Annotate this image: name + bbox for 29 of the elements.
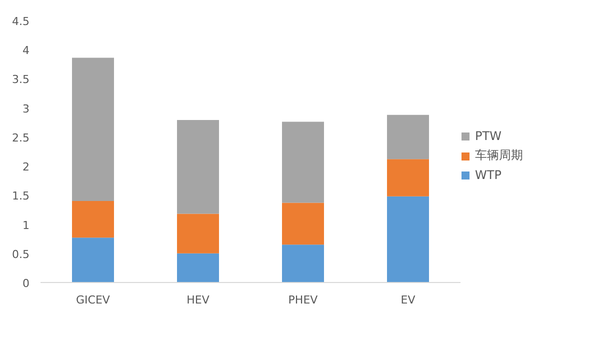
legend-label: WTP — [475, 168, 502, 182]
y-tick-label: 1.5 — [12, 190, 30, 203]
y-tick-label: 2.5 — [12, 131, 30, 144]
bar — [282, 202, 324, 245]
x-tick-label: GICEV — [76, 294, 110, 306]
y-tick-label: 2 — [22, 160, 30, 174]
y-tick-label: 4 — [22, 44, 30, 58]
y-tick-label: 3.5 — [12, 73, 30, 86]
bar — [177, 120, 219, 214]
bar — [282, 244, 324, 282]
legend-label: PTW — [475, 129, 502, 143]
bar — [177, 253, 219, 282]
x-tick-label: PHEV — [288, 294, 318, 306]
x-tick-label: HEV — [186, 294, 210, 306]
bar — [387, 196, 429, 282]
bar — [72, 200, 114, 238]
bar — [72, 58, 114, 201]
y-tick-label: 3 — [22, 102, 30, 116]
x-tick-label: EV — [400, 294, 416, 306]
bar — [387, 159, 429, 196]
bar — [177, 214, 219, 254]
bar — [387, 114, 429, 160]
y-tick-label: 0 — [22, 277, 30, 290]
bar — [282, 122, 324, 203]
y-tick-label: 4.5 — [12, 15, 30, 28]
y-tick-label: 1 — [22, 218, 30, 232]
y-tick-label: 0.5 — [12, 248, 30, 261]
bar — [72, 238, 114, 282]
legend-label: 车辆周期 — [475, 147, 523, 164]
